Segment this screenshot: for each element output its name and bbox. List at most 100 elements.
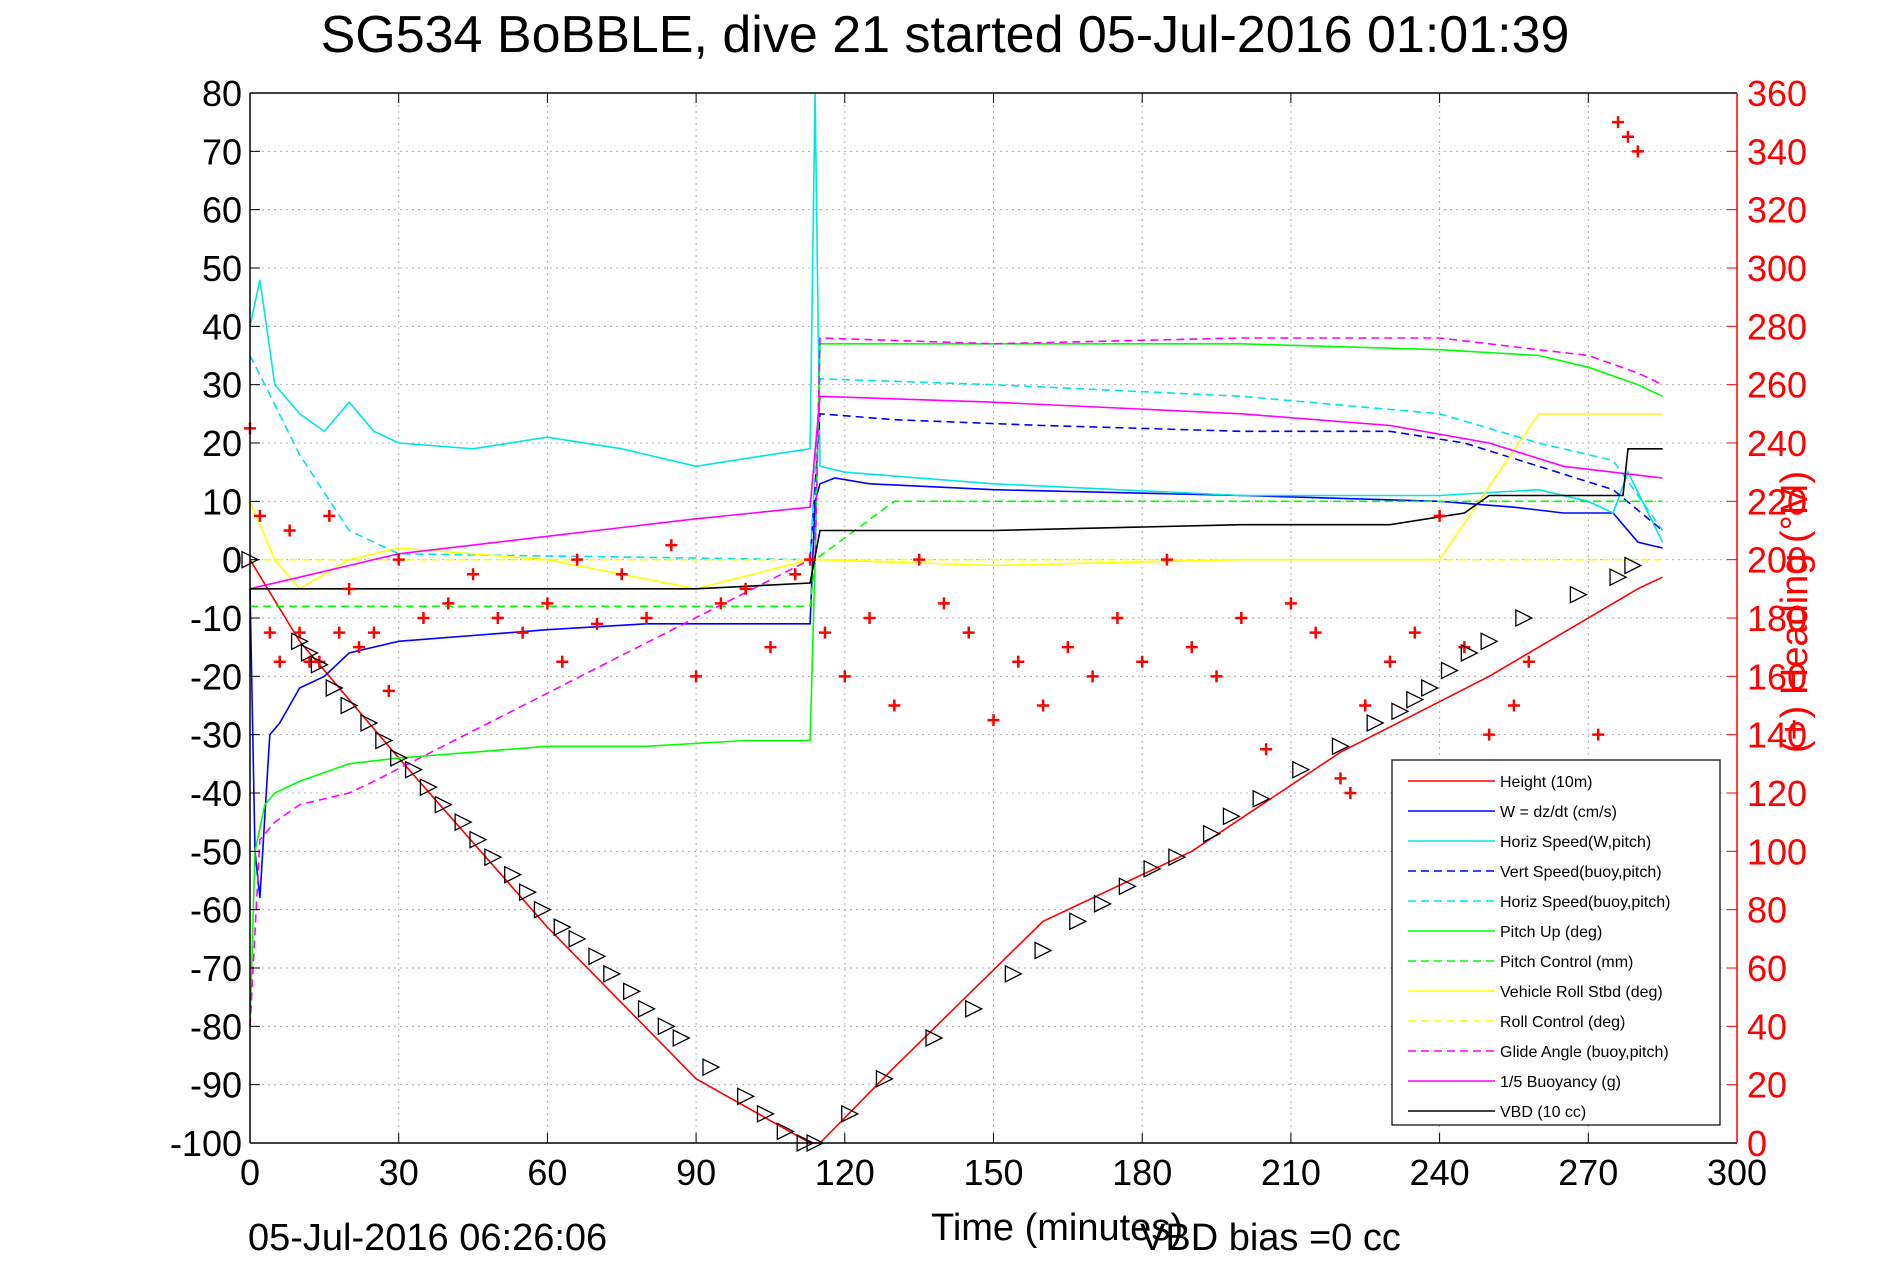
heading-point [1483,728,1496,741]
depth-marker [1624,556,1643,575]
y-tick-label: 10 [202,481,242,522]
heading-point [913,553,926,566]
legend-label: Pitch Control (mm) [1500,954,1633,971]
depth-marker [454,813,473,832]
legend-label: Horiz Speed(W,pitch) [1500,834,1651,851]
right-tick-label: 140 [1747,715,1807,756]
depth-marker [588,947,607,966]
depth-marker [568,929,587,948]
depth-marker [434,795,453,814]
depth-marker [1440,661,1459,680]
heading-point [804,553,817,566]
depth-marker [1366,713,1385,733]
depth-marker [375,731,394,750]
x-tick-label: 300 [1707,1152,1767,1193]
depth-marker [1118,877,1137,896]
heading-point [1408,626,1421,639]
heading-point [1334,772,1347,785]
depth-marker [1460,643,1479,663]
y-tick-label: -100 [170,1123,242,1164]
heading-point [1012,655,1025,668]
y-tick-label: 60 [202,190,242,231]
heading-point [1284,597,1297,610]
series-line [809,412,1664,560]
depth-marker [300,643,319,663]
heading-point [1384,655,1397,668]
vbd-bias-label: VBD bias =0 cc [1140,1217,1401,1259]
heading-point [263,626,276,639]
heading-point [541,597,554,610]
heading-point [962,626,975,639]
y-tick-label: 0 [222,540,242,581]
series-line [249,395,1663,590]
heading-point [467,568,480,581]
depth-marker [841,1104,860,1123]
series-line [249,355,1664,561]
y-tick-label: -80 [190,1006,242,1047]
depth-marker [533,900,552,919]
end-timestamp: 05-Jul-2016 06:26:06 [248,1217,607,1259]
depth-marker [1202,824,1222,843]
series-line [249,477,1663,899]
y-tick-label: 80 [202,73,242,114]
depth-marker [702,1058,721,1077]
heading-point [1235,612,1248,624]
depth-marker [672,1028,691,1048]
heading-point [417,612,430,624]
right-tick-label: 180 [1747,598,1807,639]
right-tick-label: 200 [1747,540,1807,581]
depth-marker [1168,848,1187,867]
depth-marker [1391,702,1410,721]
depth-marker [875,1069,894,1088]
depth-marker [340,696,359,715]
heading-point [1433,509,1446,522]
heading-point [333,626,346,639]
heading-point [392,553,405,566]
depth-marker [657,1017,676,1036]
right-tick-label: 300 [1747,248,1807,289]
right-tick-label: 120 [1747,773,1807,814]
heading-point [382,684,395,697]
depth-marker [1515,608,1534,628]
heading-point [1344,787,1357,799]
heading-point [937,597,950,610]
y-tick-label: -60 [190,890,242,931]
x-tick-label: 240 [1410,1152,1470,1193]
heading-point [253,509,266,522]
heading-point [1359,699,1372,712]
legend-label: Horiz Speed(buoy,pitch) [1500,894,1670,911]
x-tick-label: 120 [815,1152,875,1193]
x-tick-label: 210 [1261,1152,1321,1193]
heading-point [367,626,380,639]
y-tick-label: -40 [190,773,242,814]
depth-marker [360,713,379,733]
heading-point [863,612,876,624]
chart-title: SG534 BoBBLE, dive 21 started 05-Jul-201… [321,6,1570,64]
heading-point [1111,612,1124,624]
heading-point [987,714,1000,727]
heading-point [789,568,802,581]
y-tick-label: 50 [202,248,242,289]
x-tick-label: 150 [963,1152,1023,1193]
series-line [249,92,1664,543]
x-tick-label: 90 [676,1152,716,1193]
depth-marker [1406,690,1425,709]
x-tick-label: 180 [1112,1152,1172,1193]
heading-point [739,582,752,595]
heading-point [1210,670,1223,683]
depth-marker [1421,678,1440,698]
depth-marker [1609,568,1628,587]
depth-marker [925,1028,944,1048]
depth-marker [637,999,656,1018]
heading-point [1260,743,1273,756]
depth-marker [1093,894,1113,913]
heading-point [1061,641,1074,654]
right-tick-label: 360 [1747,73,1807,114]
depth-marker [504,865,523,884]
series-line [249,559,1663,1144]
legend-label: Height (10m) [1500,774,1592,791]
right-tick-label: 160 [1747,656,1807,697]
depth-marker [623,982,642,1001]
y-tick-label: -70 [190,948,242,989]
heading-point [1185,641,1198,654]
